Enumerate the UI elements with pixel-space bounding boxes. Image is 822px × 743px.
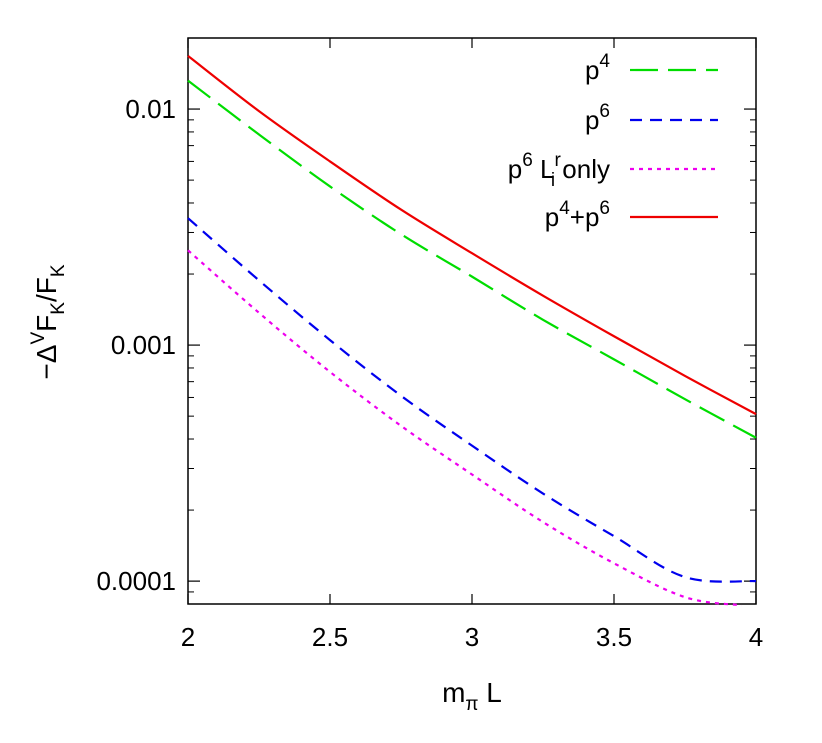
legend-subi: i (551, 170, 555, 191)
legend-label-p4p6: p4+p6 (545, 198, 610, 232)
legend-sup: 6 (522, 150, 533, 171)
y-axis-title: −ΔVFK/FK (28, 264, 69, 379)
series-line-p6-lr (187, 249, 742, 607)
y-tick-label: 0.001 (111, 330, 176, 360)
legend-sup: 4 (599, 51, 610, 72)
y-tick-label: 0.0001 (96, 566, 176, 596)
legend-sup2: 6 (599, 198, 610, 219)
x-axis-ticks: 2 2.5 3 3.5 4 (181, 38, 763, 652)
y-axis-title-sup: V (28, 332, 49, 345)
plot-frame (187, 37, 757, 605)
y-axis-title-sub1: K (48, 302, 69, 315)
legend-label-p4: p4 (585, 51, 610, 85)
series-line-p6 (187, 217, 757, 583)
legend-base: p (585, 55, 599, 85)
x-tick-label: 4 (749, 622, 763, 652)
x-tick-label: 3.5 (596, 622, 632, 652)
legend-base: p (545, 202, 559, 232)
x-axis-title-sub: π (465, 694, 478, 715)
y-axis-title-f1: F (31, 315, 62, 332)
y-axis-ticks: 0.0001 0.001 0.01 (96, 37, 756, 605)
legend-base: p (585, 105, 599, 135)
y-axis-title-slash: /F (31, 277, 62, 302)
x-tick-label: 2.5 (312, 622, 348, 652)
legend-mid: L (533, 154, 555, 184)
legend-sup2: r (555, 150, 562, 171)
y-axis-title-prefix: −Δ (31, 345, 62, 380)
y-axis-title-sub2: K (48, 264, 69, 277)
legend-sup: 6 (599, 101, 610, 122)
legend-label-p6-lr: p6 Lr i only (508, 150, 610, 191)
legend-label-p6: p6 (585, 101, 610, 135)
series-line-p4p6 (187, 55, 757, 416)
x-axis-title-tail: L (479, 677, 502, 708)
y-tick-label: 0.01 (125, 94, 176, 124)
legend-mid: +p (570, 202, 600, 232)
x-axis-title-main: m (442, 677, 465, 708)
series-line-p4 (187, 79, 757, 439)
legend-base: p (508, 154, 522, 184)
x-tick-label: 2 (181, 622, 195, 652)
x-tick-label: 3 (465, 622, 479, 652)
series-lines (187, 55, 757, 607)
x-axis-title: mπ L (442, 677, 502, 715)
legend-sup: 4 (559, 198, 570, 219)
legend-tail: only (555, 154, 610, 184)
